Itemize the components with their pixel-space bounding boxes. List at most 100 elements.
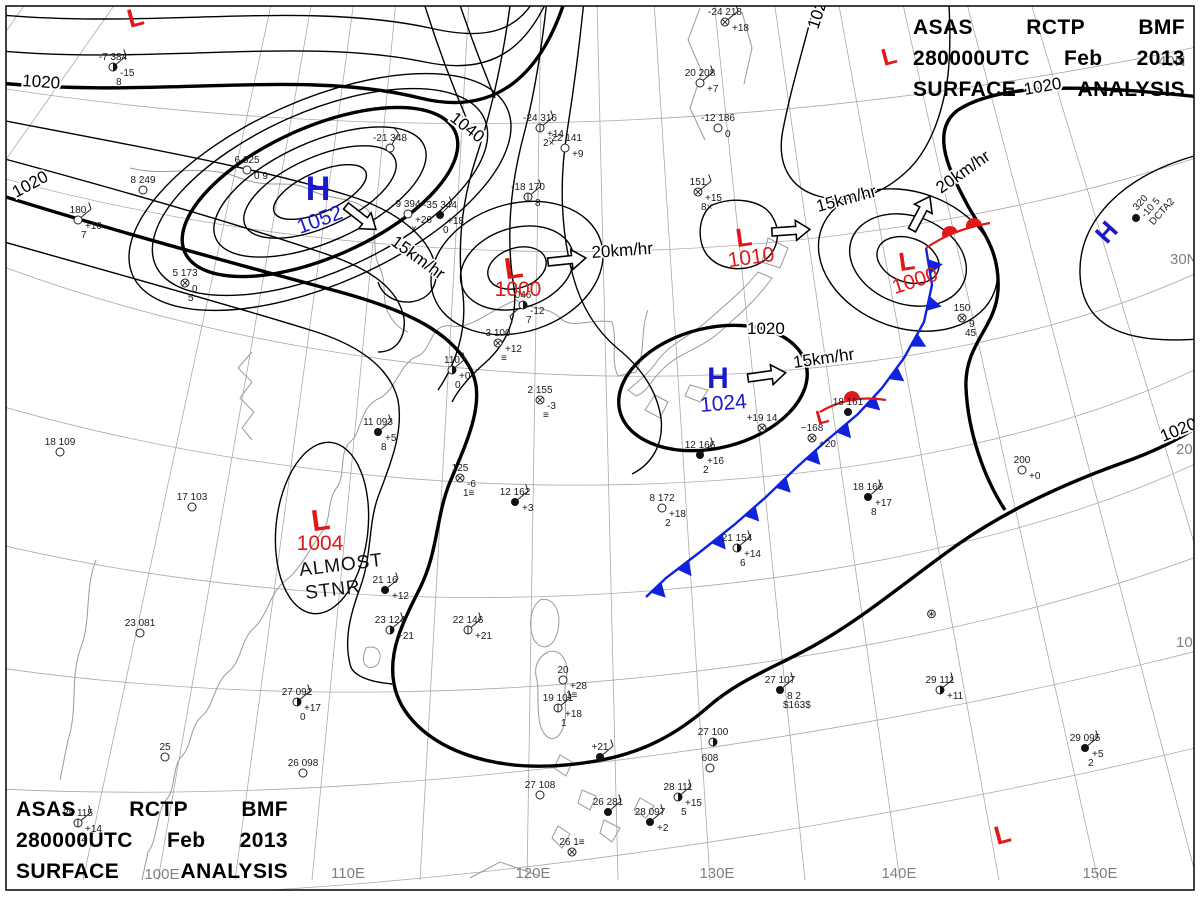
title-line: SURFACE ANALYSIS	[913, 74, 1185, 105]
coastline	[129, 167, 409, 333]
station-plot: 110 +00	[444, 352, 471, 391]
cold-front-triangle	[927, 259, 943, 274]
svg-text:+0: +0	[1029, 471, 1041, 482]
svg-text:17 103: 17 103	[177, 492, 208, 503]
title-word: 2013	[1136, 46, 1185, 70]
station-plot: -22 141 +9	[548, 133, 584, 160]
svg-text:110: 110	[444, 355, 460, 366]
title-line: 280000UTC Feb 2013	[16, 825, 288, 856]
svg-text:0: 0	[725, 129, 731, 140]
station-plot: 28 115 +142	[63, 805, 102, 844]
svg-text:+5: +5	[1092, 749, 1104, 760]
svg-text:23 124: 23 124	[375, 615, 406, 626]
low-mark: L	[991, 818, 1014, 851]
svg-text:2×: 2×	[543, 138, 555, 149]
svg-text:0: 0	[443, 225, 449, 236]
svg-text:≡: ≡	[501, 353, 507, 364]
isobar	[6, 6, 546, 67]
svg-text:0: 0	[300, 712, 306, 723]
movement-speed-label: 15km/hr	[814, 182, 879, 216]
station-plot: 27 108	[525, 780, 556, 800]
svg-text:-24 218: -24 218	[708, 7, 742, 18]
station-plot: 21 154 +146	[722, 530, 761, 569]
station-plot: 046 -127	[509, 290, 545, 326]
svg-text:18 161: 18 161	[833, 397, 864, 408]
station-plot: 27 092 +170	[282, 684, 321, 723]
svg-text:151: 151	[690, 177, 707, 188]
cold-front-triangle	[744, 506, 760, 522]
svg-text:22 146: 22 146	[453, 615, 484, 626]
svg-text:+7: +7	[707, 84, 719, 95]
low-mark: L	[124, 1, 147, 34]
svg-text:+28: +28	[570, 681, 587, 692]
svg-text:-22 141: -22 141	[548, 133, 582, 144]
latitude-line	[6, 369, 1194, 486]
svg-text:9: 9	[969, 319, 975, 330]
coastline	[551, 825, 571, 849]
svg-text:9 394: 9 394	[395, 199, 420, 210]
latitude-line	[6, 463, 1194, 598]
latitude-label: 40N	[1158, 53, 1186, 70]
svg-text:26 281: 26 281	[593, 797, 624, 808]
isobar	[561, 6, 663, 475]
svg-text:+19 14: +19 14	[747, 413, 778, 424]
coastline	[237, 351, 255, 441]
isobar	[6, 6, 565, 105]
latitude-line	[6, 557, 1194, 693]
low-mark: L	[814, 405, 831, 429]
coastline	[741, 11, 753, 85]
cold-front-triangle	[926, 296, 942, 311]
chart-title-bottom-left: ASAS RCTP BMF 280000UTC Feb 2013 SURFACE ANALYS…	[16, 794, 288, 887]
annotation-text: ⊛	[926, 606, 938, 621]
longitude-line	[526, 6, 542, 881]
isobar	[699, 199, 779, 270]
title-word: 280000UTC	[913, 46, 1030, 70]
high-pressure-symbol: H	[1089, 215, 1124, 249]
station-plot: 608	[702, 753, 719, 773]
station-plot: 29 111 +11	[925, 672, 964, 702]
isobar	[6, 6, 532, 35]
svg-text:-24 316: -24 316	[523, 113, 557, 124]
low-mark: L	[879, 42, 900, 72]
pressure-value: 1010	[726, 243, 775, 272]
svg-text:608: 608	[702, 753, 719, 764]
isobar-value-label: 1020	[747, 319, 785, 338]
movement-arrow-icon	[546, 248, 588, 272]
isobar	[6, 241, 401, 685]
coastline	[530, 598, 560, 648]
svg-text:≡: ≡	[543, 410, 549, 421]
coastline	[761, 237, 789, 269]
cold-front-triangle	[910, 333, 927, 347]
svg-text:+12: +12	[392, 591, 409, 602]
isobar-closed	[151, 87, 489, 297]
longitude-line	[6, 6, 115, 161]
title-word: 280000UTC	[16, 828, 133, 852]
svg-text:27 107: 27 107	[765, 675, 796, 686]
station-plot: -35 344 +180	[423, 196, 464, 236]
low-pressure-symbol: L	[734, 221, 754, 253]
coastline	[535, 650, 568, 739]
svg-text:+17: +17	[304, 703, 321, 714]
svg-text:3 100: 3 100	[485, 328, 510, 339]
warm-front-semicircle	[844, 391, 860, 401]
svg-text:0: 0	[455, 380, 461, 391]
coastline	[633, 797, 655, 819]
cold-front-triangle	[677, 560, 692, 577]
svg-text:+21: +21	[397, 631, 414, 642]
pressure-value: 1000	[495, 278, 542, 301]
svg-text:20: 20	[557, 665, 569, 676]
high-pressure-symbol: H	[707, 362, 729, 395]
station-plot: 28 097 +2	[635, 804, 669, 834]
latitude-label: 20N	[1176, 441, 1200, 458]
station-plot: -7 384 -158	[99, 49, 135, 88]
station-plot: 26 098	[288, 758, 319, 778]
pressure-value: 1024	[699, 390, 748, 417]
svg-text:12 162: 12 162	[500, 487, 531, 498]
station-plot: 29 095 +52	[1070, 730, 1104, 769]
warm-front-semicircle	[942, 226, 958, 238]
svg-text:23 081: 23 081	[125, 618, 156, 629]
longitude-line	[714, 6, 806, 881]
svg-text:8 2: 8 2	[787, 691, 801, 702]
title-word: Feb	[1063, 46, 1103, 70]
